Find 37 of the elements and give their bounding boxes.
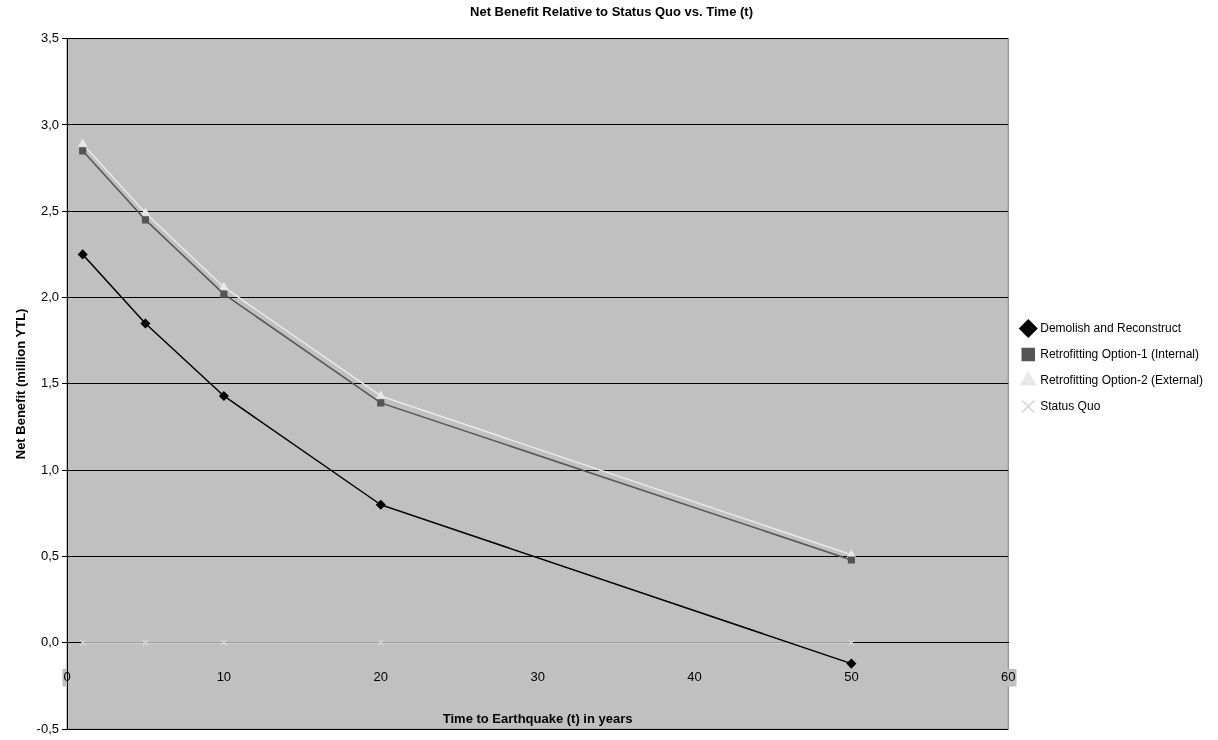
- y-tick-label: 1,5: [40, 375, 59, 391]
- point: [219, 391, 229, 401]
- legend-label: Retrofitting Option-1 (Internal): [1040, 346, 1200, 361]
- point: [376, 391, 385, 399]
- point: [847, 556, 855, 564]
- x-tick-label: 60: [1001, 669, 1016, 685]
- x-tick-label: 10: [216, 669, 232, 685]
- y-tick-label: 3,0: [40, 116, 59, 132]
- legend-label: Demolish and Reconstruct: [1040, 320, 1182, 335]
- point: [141, 208, 150, 216]
- point: [846, 658, 857, 669]
- point: [219, 282, 229, 290]
- y-tick-label: 3,5: [40, 30, 59, 46]
- point: [79, 147, 87, 155]
- point: [140, 318, 151, 329]
- x-tick-label: 40: [687, 669, 702, 685]
- chart-title: Net Benefit Relative to Status Quo vs. Time (t): [470, 4, 753, 20]
- y-tick-label: -0,5: [36, 720, 59, 736]
- x-tick-label: 20: [373, 669, 388, 685]
- legend-label: Retrofitting Option-2 (External): [1040, 372, 1203, 387]
- point: [220, 290, 228, 298]
- legend-label: Status Quo: [1040, 398, 1101, 413]
- y-tick-label: 2,0: [40, 289, 59, 305]
- x-tick-label: 30: [530, 669, 545, 685]
- x-axis-title: Time to Earthquake (t) in years: [442, 710, 633, 726]
- point: [376, 500, 386, 510]
- x-tick-label: 50: [844, 669, 859, 685]
- y-tick-label: 0,5: [40, 548, 59, 564]
- point: [141, 216, 150, 224]
- y-tick-label: 2,5: [40, 202, 59, 218]
- y-tick-label: 1,0: [40, 461, 59, 477]
- point: [220, 639, 228, 647]
- y-axis-title: Net Benefit (million YTL): [13, 308, 29, 460]
- y-tick-label: 0,0: [40, 634, 59, 650]
- point: [77, 249, 88, 260]
- point: [377, 399, 385, 407]
- point: [78, 139, 87, 147]
